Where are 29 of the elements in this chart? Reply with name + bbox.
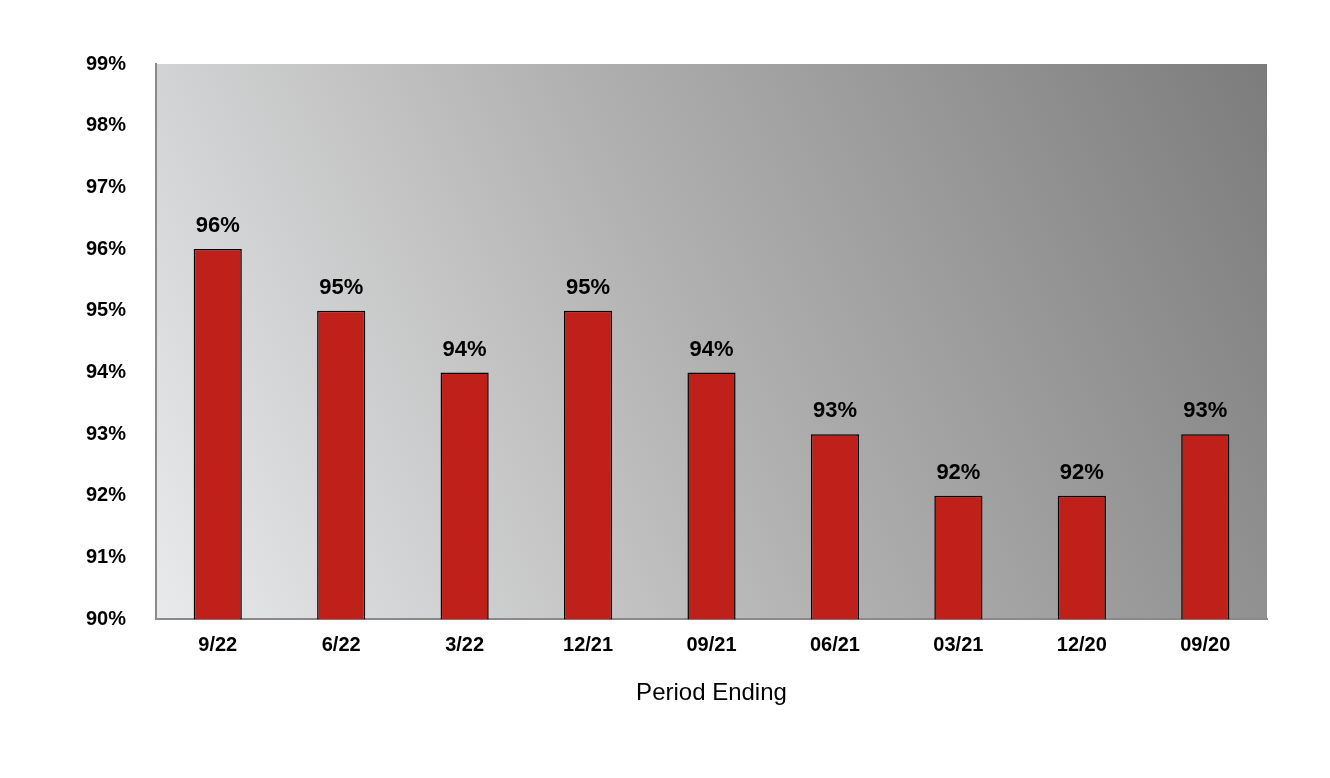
data-label: 95% (566, 273, 611, 299)
data-label: 92% (1059, 458, 1104, 484)
x-tick-label: 9/22 (198, 632, 238, 655)
data-label: 92% (936, 458, 981, 484)
x-axis-title: Period Ending (636, 678, 787, 706)
y-tick-label: 94% (86, 359, 127, 382)
x-tick-label: 6/22 (321, 632, 361, 655)
x-tick-label: 12/20 (1056, 632, 1107, 655)
x-tick-label: 3/22 (445, 632, 485, 655)
x-tick-label: 09/20 (1180, 632, 1231, 655)
data-label: 95% (319, 273, 364, 299)
y-tick-label: 95% (86, 298, 127, 321)
data-label: 93% (1183, 397, 1228, 423)
y-tick-label: 90% (86, 606, 127, 629)
y-tick-label: 97% (86, 174, 127, 197)
y-tick-label: 93% (86, 421, 127, 444)
x-tick-label: 09/21 (686, 632, 737, 655)
y-tick-label: 96% (86, 236, 127, 259)
y-tick-label: 98% (86, 113, 127, 136)
y-tick-label: 92% (86, 483, 127, 506)
data-label: 93% (812, 397, 857, 423)
data-label: 96% (195, 212, 240, 238)
data-label: 94% (689, 335, 734, 361)
x-tick-label: 12/21 (563, 632, 614, 655)
y-tick-label: 99% (86, 51, 127, 74)
x-tick-label: 03/21 (933, 632, 984, 655)
y-tick-label: 91% (86, 545, 127, 568)
x-tick-label: 06/21 (809, 632, 860, 655)
data-label: 94% (442, 335, 487, 361)
